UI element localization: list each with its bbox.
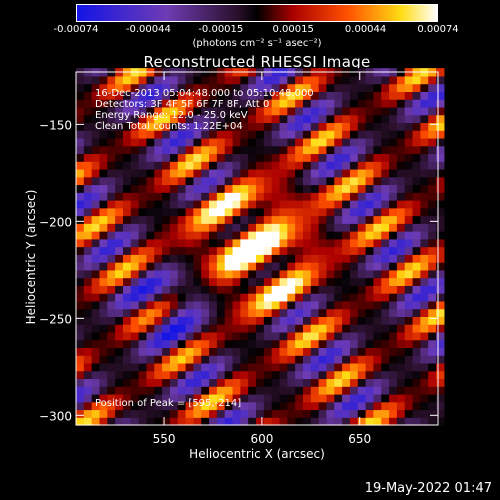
x-axis-label: Heliocentric X (arcsec) <box>189 447 325 461</box>
colorbar-tick-label: 0.00015 <box>272 24 314 35</box>
y-axis-label: Heliocentric Y (arcsec) <box>24 189 38 325</box>
annotation-time-range: 16-Dec-2013 05:04:48.000 to 05:10:48.000 <box>95 88 314 99</box>
colorbar-tick-label: 0.00074 <box>417 24 459 35</box>
y-tick-label: −150 <box>39 118 72 132</box>
colorbar-units: (photons cm⁻² s⁻¹ asec⁻²) <box>192 38 322 49</box>
colorbar-tick-label: -0.00074 <box>53 24 99 35</box>
colorbar-tick-label: -0.00015 <box>198 24 244 35</box>
footer-date: 19-May-2022 01:47 <box>364 481 492 496</box>
x-tick-label: 650 <box>348 432 371 446</box>
annotation-detectors: Detectors: 3F 4F 5F 6F 7F 8F, Att 0 <box>95 99 270 110</box>
plot-frame <box>75 71 439 426</box>
heatmap-cells <box>76 68 445 426</box>
annotation-clean: Clean Total counts: 1.22E+04 <box>95 121 243 132</box>
x-tick-label: 600 <box>250 432 273 446</box>
y-tick-label: −200 <box>39 215 72 229</box>
colorbar <box>76 4 438 22</box>
x-tick-label: 550 <box>153 432 176 446</box>
annotation-peak: Position of Peak = [595,-214] <box>95 398 242 409</box>
y-tick-label: −300 <box>39 409 72 423</box>
y-tick-label: −250 <box>39 312 72 326</box>
colorbar-tick-label: 0.00044 <box>344 24 387 35</box>
chart-title: Reconstructed RHESSI Image <box>143 53 371 71</box>
colorbar-tick-label: -0.00044 <box>125 24 171 35</box>
annotation-energy: Energy Range: 12.0 - 25.0 keV <box>95 110 248 121</box>
